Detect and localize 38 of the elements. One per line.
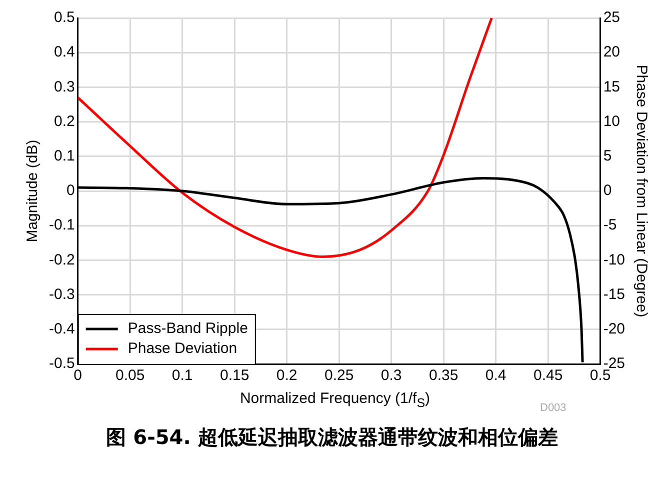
legend-label: Phase Deviation <box>128 340 238 358</box>
x-tick-label: 0.1 <box>172 367 193 384</box>
y2-tick-label: -5 <box>603 216 617 234</box>
y-tick-label: -0.3 <box>48 286 75 303</box>
y-tick-label: 0.2 <box>54 112 75 130</box>
y-tick-label: -0.5 <box>48 355 75 372</box>
x-tick-label: 0.45 <box>533 367 563 384</box>
y2-tick-label: 25 <box>603 9 620 26</box>
x-tick-label: 0.05 <box>115 367 145 384</box>
x-tick-label: 0.2 <box>276 367 298 384</box>
y-tick-label: 0.1 <box>54 148 75 165</box>
x-tick-label: 0.35 <box>428 367 458 384</box>
y2-axis-title: Phase Deviation from Linear (Degree) <box>632 64 650 318</box>
y-tick-label: 0.4 <box>54 44 75 61</box>
y2-tick-label: 20 <box>603 44 620 61</box>
y-tick-label: -0.4 <box>48 320 75 338</box>
y2-tick-label: 0 <box>603 182 612 200</box>
y-tick-label: -0.1 <box>48 216 75 234</box>
x-tick-label: 0.25 <box>324 367 354 384</box>
y-tick-label: 0.5 <box>54 9 75 26</box>
y2-tick-label: -20 <box>603 320 626 338</box>
y2-tick-label: -15 <box>603 286 626 303</box>
x-axis-title: Normalized Frequency (1/f$_{S}$) <box>240 390 430 410</box>
y2-tick-label: -10 <box>603 251 626 268</box>
legend-label: Pass-Band Ripple <box>128 320 248 338</box>
y2-tick-label: 5 <box>603 148 612 165</box>
x-tick-label: 0.3 <box>380 367 402 384</box>
y2-tick-label: 15 <box>603 78 620 96</box>
y2-tick-label: 10 <box>603 112 620 130</box>
y-tick-label: -0.2 <box>48 251 75 268</box>
y-tick-label: 0 <box>66 182 75 200</box>
text: 图 6-54. 超低延迟抽取滤波器通带纹波和相位偏差 <box>105 424 559 451</box>
text: D003 <box>540 402 566 414</box>
x-tick-label: 0.15 <box>220 367 250 384</box>
y-tick-label: 0.3 <box>54 78 75 96</box>
x-tick-label: 0.4 <box>485 367 506 384</box>
y-axis-title: Magnitude (dB) <box>24 140 42 242</box>
line-series <box>78 18 493 258</box>
